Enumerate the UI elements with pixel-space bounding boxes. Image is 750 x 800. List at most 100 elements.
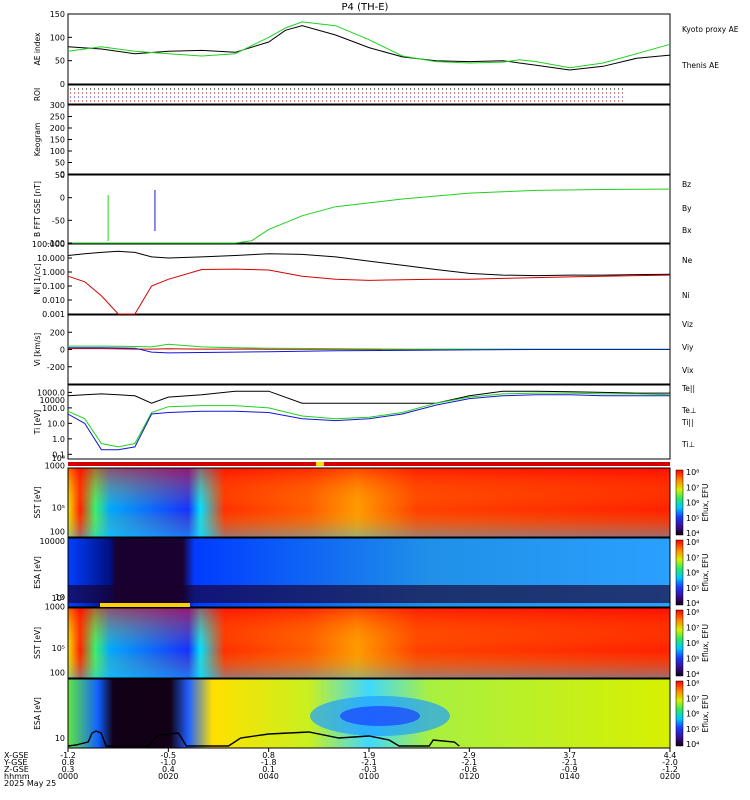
series-line-ti-2: [67, 392, 671, 448]
ytick-ae: 100: [50, 33, 65, 42]
colorbar-sst1: [675, 469, 684, 536]
ytick-ti: 1.0: [52, 435, 65, 444]
footer-z-gse: -0.3: [361, 765, 377, 774]
ytick-bfft: -50: [52, 216, 65, 225]
keogram-panel: [67, 104, 671, 175]
colorbar-tick-sst2: 10⁷: [686, 624, 699, 633]
colorbar-tick-sst1: 10⁷: [686, 483, 699, 492]
ytick-ti: 10.0: [47, 419, 65, 428]
legend-ti-3: Ti⊥: [681, 440, 695, 449]
ytick-ti: 1000.0: [37, 388, 65, 397]
ytick-bfft: 50: [55, 171, 65, 180]
footer-y-gse: -2.1: [361, 758, 377, 767]
legend-vi-0: Viz: [682, 320, 693, 329]
footer-y-gse: -2.1: [562, 758, 578, 767]
ylabel-esa2: ESA [eV]: [33, 697, 42, 730]
footer-hhmm: 0200: [660, 772, 680, 781]
ytick-esa1: 10: [55, 593, 65, 602]
ytick-ni: 0.100: [42, 282, 65, 291]
ytick-ni: 10.000: [37, 254, 65, 263]
sst1-panel-overlay: [68, 468, 670, 537]
colorbar-tick-esa1: 10⁸: [686, 538, 699, 547]
sst2-panel: [67, 607, 671, 679]
ytick-ni: 1.000: [42, 268, 65, 277]
colorbar-tick-esa1: 10⁴: [686, 599, 699, 608]
series-line-bfft-1: [68, 188, 671, 244]
footer-z-gse: 0.3: [62, 765, 75, 774]
colorbar-tick-esa1: 10⁷: [686, 553, 699, 562]
ytick-sst2: 10⁵: [52, 644, 65, 653]
footer-x-gse: -1.2: [60, 751, 76, 760]
ytick-esa1: 10000: [40, 396, 65, 405]
colorbar-tick-sst2: 10⁶: [686, 639, 699, 648]
legend-ae-1: Kyoto proxy AE: [682, 25, 739, 34]
ytick-ae: 50: [55, 57, 65, 66]
esa2-boundary-line: [67, 730, 460, 747]
footer-x-gse: 3.7: [563, 751, 576, 760]
ytick-sst1: 10⁶: [52, 454, 65, 463]
footer-y-gse: -1.8: [261, 758, 277, 767]
footer-x-gse: 1.9: [363, 751, 376, 760]
footer-x-gse: 2.9: [463, 751, 476, 760]
colorbar-label-esa2: Eflux, EFU: [701, 695, 710, 733]
ylabel-keogram: Keogram: [33, 123, 42, 157]
ti-panel: [67, 384, 671, 460]
footer-z-gse: 0.4: [162, 765, 175, 774]
ylabel-ae: AE index: [33, 32, 42, 65]
ytick-ti: 100.0: [42, 404, 65, 413]
ytick-keogram: 150: [50, 136, 65, 145]
ytick-vi: 200: [50, 328, 65, 337]
colorbar-tick-esa1: 10⁶: [686, 569, 699, 578]
legend-bfft-1: By: [682, 204, 692, 213]
ytick-sst1: 10⁵: [52, 503, 65, 512]
series-line-ae-0: [67, 25, 671, 71]
colorbar-tick-sst1: 10⁴: [686, 529, 699, 538]
ylabel-esa1: ESA [eV]: [33, 556, 42, 589]
esa1-panel: [67, 537, 671, 608]
colorbar-tick-sst2: 10⁸: [686, 608, 699, 617]
colorbar-tick-esa2: 10⁵: [686, 725, 699, 734]
colorbar-tick-sst1: 10⁶: [686, 499, 699, 508]
series-line-ae-1: [67, 21, 671, 69]
footer-row-label: Y-GSE: [3, 758, 27, 767]
sst2-panel-overlay: [68, 608, 670, 678]
footer-row-label: X-GSE: [4, 751, 29, 760]
footer-x-gse: 4.4: [664, 751, 677, 760]
colorbar-label-sst1: Eflux, EFU: [701, 484, 710, 522]
ytick-sst2: 10⁶: [52, 594, 65, 603]
colorbar-esa2: [675, 680, 684, 747]
esa1-cutoff-band: [100, 603, 190, 607]
footer-y-gse: -1.0: [161, 758, 177, 767]
ytick-bfft: 0: [60, 194, 65, 203]
colorbar-tick-esa2: 10⁶: [686, 710, 699, 719]
ytick-esa2: 100: [50, 668, 65, 677]
ylabel-sst2: SST [eV]: [33, 627, 42, 659]
colorbar-tick-esa2: 10⁸: [686, 679, 699, 688]
colorbar-label-esa1: Eflux, EFU: [701, 554, 710, 592]
legend-ni-0: Ne: [682, 256, 693, 265]
legend-vi-2: Vix: [682, 366, 694, 375]
legend-ti-0: Te||: [681, 384, 695, 393]
ae-panel: [67, 13, 671, 85]
ytick-keogram: 50: [55, 159, 65, 168]
ytick-vi: 0: [60, 346, 65, 355]
footer-z-gse: -0.6: [462, 765, 478, 774]
series-line-vi-2: [68, 347, 670, 354]
ytick-keogram: 100: [50, 147, 65, 156]
legend-ni-1: Ni: [682, 291, 690, 300]
footer-hhmm: 0040: [258, 772, 278, 781]
esa1-low-energy-band: [68, 585, 670, 603]
colorbar-esa1: [675, 539, 684, 606]
ytick-vi: -200: [47, 363, 65, 372]
footer-row-label: Z-GSE: [4, 765, 29, 774]
colorbar-sst2: [675, 609, 684, 677]
footer-y-gse: -2.0: [662, 758, 678, 767]
status-bar: [68, 462, 670, 466]
ytick-ni: 0.010: [42, 296, 65, 305]
ylabel-ti: Ti [eV]: [33, 410, 42, 435]
legend-vi-1: Viy: [682, 343, 694, 352]
ytick-ae: 0: [60, 80, 65, 89]
ytick-ni: 0.001: [42, 310, 65, 319]
legend-bfft-2: Bx: [682, 226, 692, 235]
